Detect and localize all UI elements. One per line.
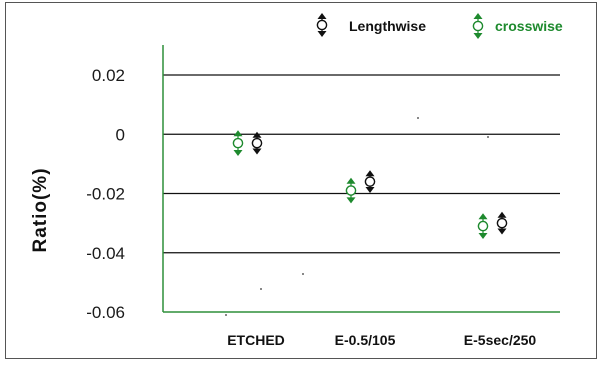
stray-dot	[260, 288, 262, 290]
data-point-lengthwise	[496, 211, 508, 235]
legend-marker-lengthwise-glyph	[316, 13, 328, 37]
category-label: E-0.5/105	[335, 332, 396, 348]
category-label: ETCHED	[227, 332, 285, 348]
y-tick-label: 0	[116, 125, 125, 144]
y-tick-label: 0.02	[92, 66, 125, 85]
data-point-crosswise	[477, 213, 489, 239]
axes	[162, 45, 560, 313]
legend: Lengthwise crosswise	[316, 13, 563, 39]
legend-marker-crosswise-glyph	[472, 13, 484, 39]
stray-dot	[225, 314, 227, 316]
category-label: E-5sec/250	[464, 332, 537, 348]
data-point-crosswise	[345, 177, 357, 204]
data-point-lengthwise	[251, 131, 263, 155]
x-tick-labels: ETCHED E-0.5/105 E-5sec/250	[227, 332, 536, 348]
legend-marker-crosswise	[472, 13, 484, 39]
y-tick-label: -0.06	[86, 303, 125, 322]
stray-dot	[487, 136, 489, 138]
legend-label-lengthwise: Lengthwise	[349, 18, 426, 34]
stray-dots	[225, 117, 489, 316]
data-marks	[232, 130, 508, 239]
stray-dot	[417, 117, 419, 119]
y-tick-label: -0.04	[86, 244, 125, 263]
gridlines	[163, 74, 560, 254]
y-tick-labels: 0.02 0 -0.02 -0.04 -0.06	[86, 66, 125, 322]
legend-label-crosswise: crosswise	[495, 18, 563, 34]
chart-border	[5, 2, 597, 359]
stray-dot	[302, 273, 304, 275]
data-point-crosswise	[232, 130, 244, 156]
y-tick-label: -0.02	[86, 185, 125, 204]
y-axis-label: Ratio(%)	[30, 167, 51, 252]
legend-marker-lengthwise	[316, 13, 328, 37]
data-point-lengthwise	[364, 170, 376, 194]
